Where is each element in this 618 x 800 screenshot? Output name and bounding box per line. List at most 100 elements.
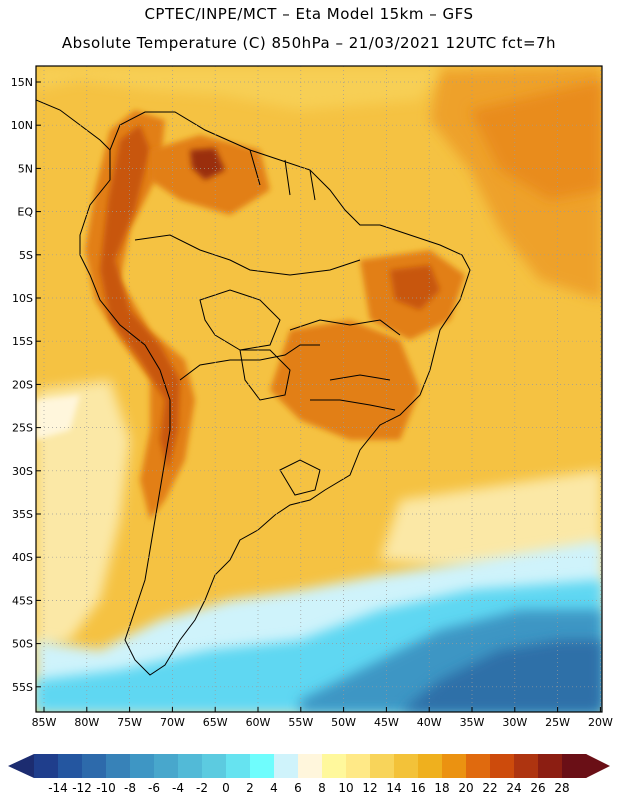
lon-label: 25W	[545, 716, 570, 729]
lat-label: 10S	[12, 292, 33, 305]
temperature-map: 15N 10N 5N EQ 5S 10S 15S 20S 25S 30S 35S 40S 45S 50S 5…	[11, 65, 613, 729]
colorbar-cell	[514, 754, 539, 778]
lat-label: 10N	[11, 119, 33, 132]
colorbar-labels: -14 -12 -10 -8 -6 -4 -2 0 2 4 6 8 10 12 14 16 18 20 22 24 26…	[48, 781, 569, 795]
field-brazil-hot	[270, 320, 420, 440]
colorbar-label: 8	[318, 781, 326, 795]
lat-label: EQ	[17, 206, 33, 219]
border-guianas	[249, 149, 316, 201]
border-paraguay	[239, 349, 291, 401]
colorbar-cells	[34, 754, 587, 778]
border-uruguay	[279, 459, 321, 496]
border-brazil-states	[289, 319, 401, 411]
colorbar-label: -14	[48, 781, 68, 795]
coastlines	[36, 99, 471, 676]
colorbar-label: 2	[246, 781, 254, 795]
colorbar-label: -2	[196, 781, 208, 795]
colorbar-cell	[178, 754, 203, 778]
lon-label: 45W	[374, 716, 399, 729]
lat-label: 50S	[12, 638, 33, 651]
colorbar-label: 22	[482, 781, 497, 795]
map-frame	[35, 65, 603, 713]
colorbar-cell	[466, 754, 491, 778]
latitude-labels: 15N 10N 5N EQ 5S 10S 15S 20S 25S 30S 35S 40S 45S 50S 5…	[11, 76, 34, 694]
colorbar-label: -4	[172, 781, 184, 795]
lat-label: 15S	[12, 335, 33, 348]
colorbar-cell	[298, 754, 323, 778]
lat-label: 55S	[12, 681, 33, 694]
lon-label: 85W	[32, 716, 57, 729]
lat-label: 35S	[12, 508, 33, 521]
colorbar: -14 -12 -10 -8 -6 -4 -2 0 2 4 6 8 10 12 14 16 18 20 22 24 26…	[8, 754, 610, 795]
colorbar-label: 6	[294, 781, 302, 795]
colorbar-label: -6	[148, 781, 160, 795]
colorbar-label: -10	[96, 781, 116, 795]
colorbar-cell	[538, 754, 563, 778]
colorbar-label: 12	[362, 781, 377, 795]
lon-label: 65W	[203, 716, 228, 729]
lon-label: 70W	[160, 716, 185, 729]
colorbar-label: -8	[124, 781, 136, 795]
chart-title-line1: CPTEC/INPE/MCT – Eta Model 15km – GFS	[144, 5, 474, 23]
field-ne-warmer	[470, 80, 602, 200]
colorbar-cell	[250, 754, 275, 778]
colorbar-cell	[226, 754, 251, 778]
lon-label: 35W	[460, 716, 485, 729]
lon-label: 20W	[588, 716, 613, 729]
colorbar-cell	[202, 754, 227, 778]
colorbar-label: 24	[506, 781, 521, 795]
border-bolivia	[199, 289, 281, 351]
colorbar-cell	[58, 754, 83, 778]
field-pacific-pale	[36, 380, 130, 650]
axis-ticks	[36, 81, 601, 712]
lat-label: 5N	[18, 162, 33, 175]
lon-label: 55W	[288, 716, 313, 729]
colorbar-label: 18	[434, 781, 449, 795]
colorbar-label: -12	[72, 781, 92, 795]
colorbar-cell	[370, 754, 395, 778]
colorbar-cell	[82, 754, 107, 778]
lat-label: 25S	[12, 422, 33, 435]
colorbar-cell	[274, 754, 299, 778]
colorbar-cell	[154, 754, 179, 778]
lat-label: 45S	[12, 594, 33, 607]
colorbar-label: 16	[410, 781, 425, 795]
lat-label: 30S	[12, 465, 33, 478]
lon-label: 50W	[331, 716, 356, 729]
lon-label: 75W	[117, 716, 142, 729]
chart-title-line2: Absolute Temperature (C) 850hPa – 21/03/…	[61, 34, 557, 52]
colorbar-cell	[34, 754, 59, 778]
colorbar-cell	[346, 754, 371, 778]
border-andes	[179, 344, 320, 381]
colorbar-cell	[562, 754, 587, 778]
colorbar-label: 4	[270, 781, 278, 795]
colorbar-cell	[394, 754, 419, 778]
lat-label: 40S	[12, 551, 33, 564]
colorbar-label: 14	[386, 781, 401, 795]
field-pacific-pale2	[36, 395, 80, 440]
lat-label: 15N	[11, 76, 33, 89]
longitude-labels: 85W 80W 75W 70W 65W 60W 55W 50W 45W 40W 35W 30W 25W 2…	[32, 716, 613, 729]
lon-label: 40W	[417, 716, 442, 729]
colorbar-cell	[106, 754, 131, 778]
lon-label: 60W	[246, 716, 271, 729]
colorbar-label: 26	[530, 781, 545, 795]
colorbar-cell	[322, 754, 347, 778]
field-venezuela-hottest	[190, 148, 225, 180]
lat-label: 20S	[12, 378, 33, 391]
lon-label: 80W	[74, 716, 99, 729]
colorbar-cell	[490, 754, 515, 778]
south-america-coast	[79, 111, 471, 676]
border-amazon	[134, 234, 361, 276]
colorbar-left-arrow	[8, 754, 34, 778]
colorbar-cell	[130, 754, 155, 778]
colorbar-right-arrow	[586, 754, 610, 778]
lat-label: 5S	[19, 249, 33, 262]
colorbar-label: 0	[222, 781, 230, 795]
field-ne-brazil-veryhot	[390, 265, 440, 310]
field-cold-band4	[400, 640, 602, 712]
temperature-field	[36, 66, 602, 712]
field-caribbean	[36, 66, 440, 110]
colorbar-cell	[418, 754, 443, 778]
colorbar-label: 10	[338, 781, 353, 795]
